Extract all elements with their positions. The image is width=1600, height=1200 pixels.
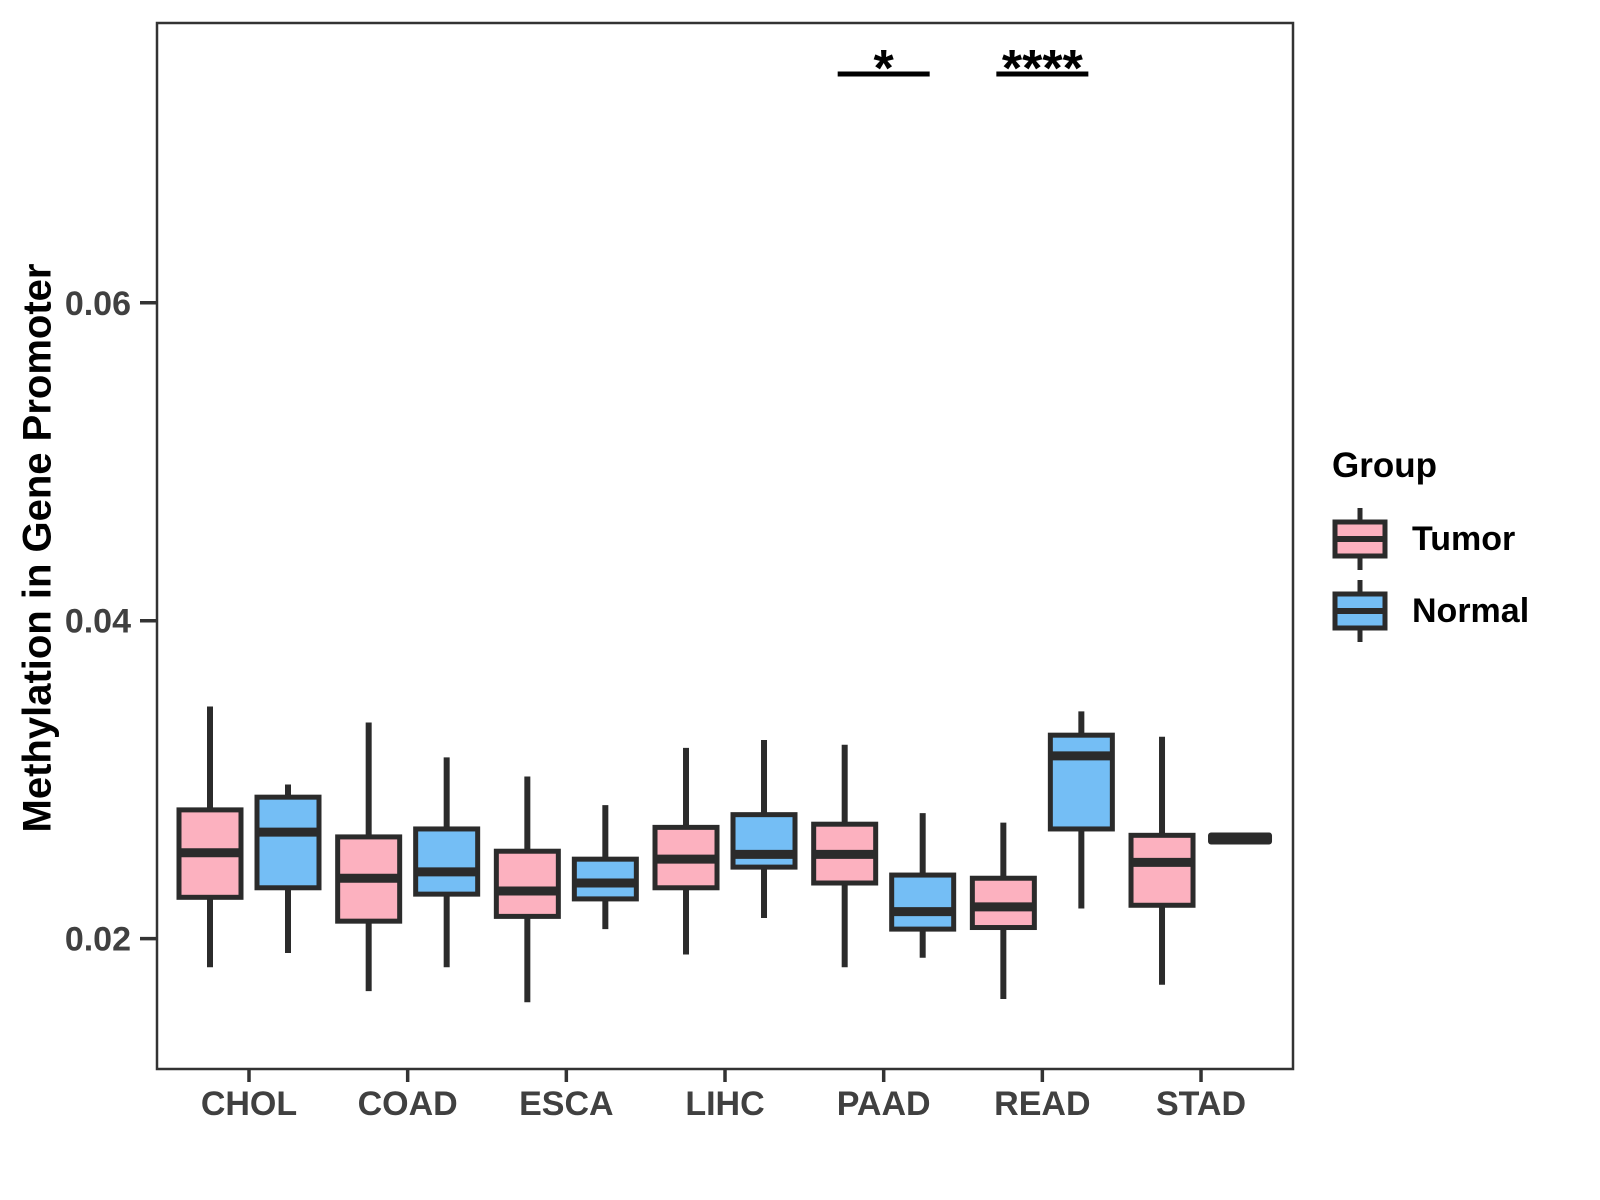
- x-tick-label-LIHC: LIHC: [685, 1085, 764, 1123]
- x-tick-label-COAD: COAD: [358, 1085, 458, 1123]
- box-Normal-READ: [1047, 732, 1115, 832]
- y-tick-label: 0.02: [65, 921, 131, 959]
- y-tick-label: 0.06: [65, 285, 131, 323]
- panel-border: [155, 21, 1295, 1071]
- legend: Group Tumor Normal: [1332, 446, 1529, 644]
- collapsed-box-Normal-STAD: [1208, 832, 1273, 845]
- box-Tumor-STAD: [1128, 832, 1196, 908]
- box-Normal-LIHC: [730, 812, 798, 870]
- x-tick-label-STAD: STAD: [1156, 1085, 1246, 1123]
- box-Normal-COAD: [413, 826, 481, 897]
- x-tick-label-ESCA: ESCA: [519, 1085, 613, 1123]
- legend-label-tumor: Tumor: [1412, 519, 1516, 558]
- x-tick-label-READ: READ: [994, 1085, 1090, 1123]
- legend-title: Group: [1332, 446, 1437, 485]
- significance-label-READ: ****: [1002, 40, 1084, 98]
- box-Tumor-ESCA: [493, 848, 561, 919]
- box-Normal-PAAD: [889, 872, 957, 932]
- y-tick-label: 0.04: [65, 603, 131, 641]
- x-tick-label-PAAD: PAAD: [837, 1085, 931, 1123]
- significance-label-PAAD: *: [874, 40, 895, 98]
- box-Normal-CHOL: [254, 794, 322, 891]
- normal-boxplot-swatch-icon: [1332, 580, 1388, 642]
- tumor-boxplot-swatch-icon: [1332, 508, 1388, 570]
- y-axis-title: Methylation in Gene Promoter: [15, 263, 60, 833]
- legend-label-normal: Normal: [1412, 591, 1530, 630]
- legend-item-tumor: Tumor: [1332, 506, 1529, 572]
- legend-item-normal: Normal: [1332, 578, 1529, 644]
- x-tick-label-CHOL: CHOL: [201, 1085, 297, 1123]
